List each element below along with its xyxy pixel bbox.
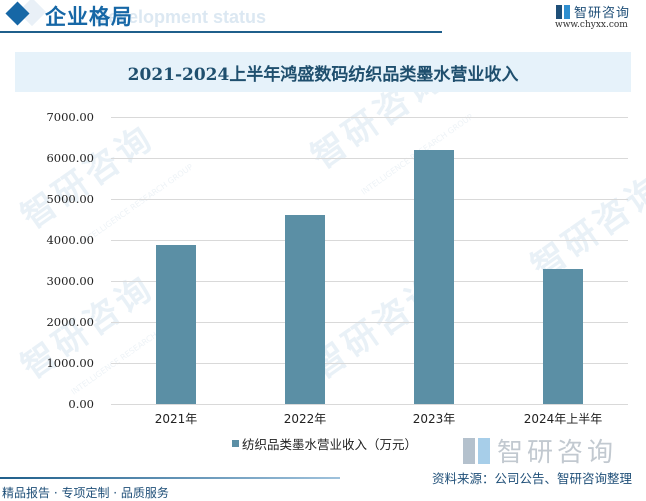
legend-swatch	[232, 440, 239, 447]
logo-url: www.chyxx.com	[555, 20, 628, 30]
bar-2021	[156, 244, 196, 404]
gridline	[111, 281, 628, 282]
footer-divider	[0, 477, 340, 479]
y-tick: 4000.00	[46, 233, 94, 247]
y-tick: 3000.00	[46, 274, 94, 288]
y-tick: 5000.00	[46, 192, 94, 206]
y-tick: 1000.00	[46, 356, 94, 370]
x-tick: 2022年	[283, 412, 327, 426]
gridline	[111, 158, 628, 159]
bar-2024h1	[543, 269, 583, 404]
logo-name: 智研咨询	[574, 6, 631, 21]
x-tick: 2023年	[412, 412, 456, 426]
x-axis-line	[111, 404, 628, 405]
y-tick: 7000.00	[46, 110, 94, 124]
x-tick: 2021年	[154, 412, 198, 426]
gridline	[111, 199, 628, 200]
logo-icon	[463, 437, 491, 464]
x-tick: 2024年上半年	[523, 412, 603, 426]
gridline	[111, 322, 628, 323]
source-note: 资料来源：公司公告、智研咨询整理	[432, 471, 633, 486]
legend-label: 纺织品类墨水营业收入（万元）	[242, 437, 418, 452]
brand-logo: 智研咨询	[556, 2, 630, 21]
y-tick: 6000.00	[46, 151, 94, 165]
footer-logo-text: 智研咨询	[497, 438, 618, 468]
legend: 纺织品类墨水营业收入（万元）	[232, 434, 417, 453]
chart-title: 2021-2024上半年鸿盛数码纺织品类墨水营业收入	[127, 64, 519, 85]
footer-tagline: 精品报告 · 专项定制 · 品质服务	[2, 486, 169, 500]
plot-area	[111, 117, 628, 405]
chart-title-bar: 2021-2024上半年鸿盛数码纺织品类墨水营业收入	[15, 52, 631, 92]
footer-logo: 智研咨询	[463, 432, 617, 469]
gridline	[111, 117, 628, 118]
header-ghost-text: Development status	[95, 7, 267, 27]
bar-2022	[285, 215, 325, 404]
gridline	[111, 363, 628, 364]
y-tick: 2000.00	[46, 315, 94, 329]
section-title: 企业格局	[45, 4, 133, 29]
header-divider	[0, 31, 442, 33]
y-tick: 0.00	[68, 397, 94, 411]
bar-2023	[414, 149, 454, 404]
gridline	[111, 240, 628, 241]
logo-icon	[556, 4, 570, 19]
